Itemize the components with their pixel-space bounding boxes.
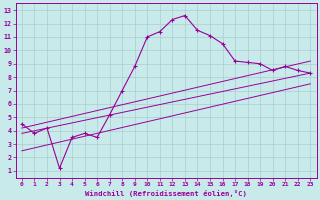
X-axis label: Windchill (Refroidissement éolien,°C): Windchill (Refroidissement éolien,°C) (85, 190, 247, 197)
